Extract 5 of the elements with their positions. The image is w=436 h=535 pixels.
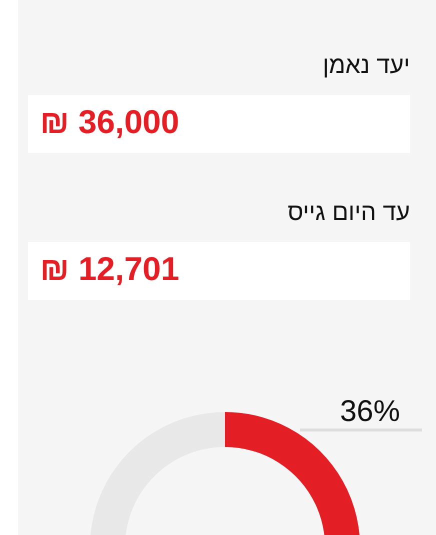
text: יעד נאמן xyxy=(322,52,410,80)
text: ₪ 12,701 xyxy=(40,250,180,288)
data-label: 36% xyxy=(340,395,400,428)
text: עד היום גייס xyxy=(288,199,410,227)
text: ₪ 36,000 xyxy=(40,103,180,141)
